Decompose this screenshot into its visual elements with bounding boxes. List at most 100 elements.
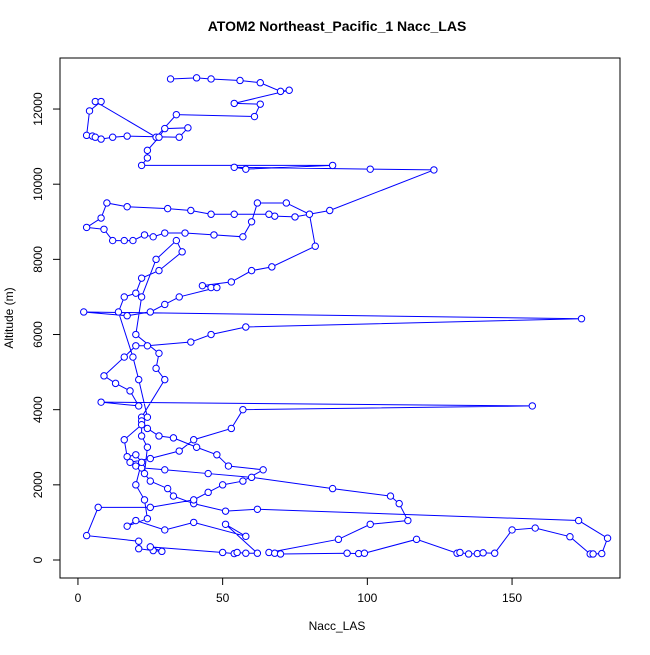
x-tick-label: 100: [357, 591, 377, 605]
data-point: [123, 522, 131, 530]
data-point: [137, 161, 146, 170]
data-point: [155, 266, 163, 275]
data-point: [135, 402, 143, 410]
data-point: [137, 274, 146, 282]
data-point: [239, 233, 247, 241]
data-point: [140, 469, 149, 478]
data-point: [149, 233, 157, 241]
data-point: [120, 353, 128, 361]
data-point: [233, 548, 241, 557]
data-point: [80, 308, 88, 316]
data-point: [82, 531, 91, 540]
data-point: [132, 481, 140, 489]
data-point: [366, 520, 374, 528]
data-point: [239, 405, 247, 414]
data-point: [268, 263, 276, 271]
data-point: [508, 526, 516, 534]
data-point: [242, 165, 250, 173]
data-point: [531, 524, 539, 532]
data-point: [111, 379, 120, 388]
data-point: [152, 255, 160, 264]
data-point: [163, 204, 172, 213]
data-point: [218, 548, 227, 557]
data-point: [123, 132, 131, 140]
data-point: [181, 229, 189, 237]
data-point: [184, 124, 192, 132]
data-point: [253, 505, 262, 513]
data-point: [100, 372, 108, 380]
data-point: [172, 110, 181, 119]
data-point: [213, 451, 221, 459]
data-point: [598, 549, 606, 558]
data-point: [247, 266, 256, 275]
data-point: [207, 210, 215, 218]
data-point: [161, 300, 169, 309]
data-point: [253, 549, 262, 557]
data-point: [204, 469, 212, 478]
data-point: [140, 231, 149, 239]
data-point: [140, 496, 149, 504]
data-point: [120, 236, 128, 245]
data-point: [190, 518, 198, 527]
data-point: [85, 107, 94, 115]
data-point: [256, 100, 264, 108]
data-point: [412, 535, 421, 544]
data-point: [190, 436, 198, 444]
data-point: [386, 492, 395, 500]
data-point: [152, 364, 160, 373]
y-tick-label: 6000: [31, 321, 45, 348]
data-point: [82, 223, 91, 232]
data-point: [146, 477, 154, 485]
data-point: [175, 133, 183, 141]
data-point: [132, 289, 140, 297]
data-point: [135, 375, 143, 384]
data-point: [129, 353, 137, 361]
data-point: [213, 283, 221, 292]
data-point: [126, 387, 134, 395]
data-point: [230, 99, 238, 108]
data-point: [198, 281, 207, 290]
data-point: [566, 532, 574, 541]
data-point: [146, 503, 154, 512]
data-point: [120, 436, 128, 444]
data-point: [123, 452, 131, 461]
data-point: [204, 488, 212, 497]
data-point: [155, 349, 163, 358]
data-point: [210, 231, 218, 239]
data-point: [143, 413, 152, 421]
data-point: [169, 492, 178, 500]
data-point: [404, 516, 412, 525]
data-point: [108, 236, 117, 245]
data-point: [187, 338, 195, 346]
data-point: [227, 278, 236, 286]
data-point: [464, 550, 473, 558]
y-axis-label: Altitude (m): [2, 287, 16, 348]
data-point: [126, 458, 134, 466]
data-point: [230, 210, 238, 218]
data-point: [97, 398, 105, 406]
data-point: [187, 206, 195, 215]
y-tick-label: 12000: [31, 92, 45, 126]
data-point: [247, 218, 256, 226]
data-point: [192, 74, 201, 82]
data-point: [161, 526, 169, 534]
data-point: [328, 161, 337, 170]
data-point: [143, 342, 152, 350]
data-point: [132, 342, 140, 350]
data-point: [577, 315, 586, 323]
data-point: [230, 163, 238, 171]
data-point: [207, 75, 215, 83]
y-tick-label: 4000: [31, 396, 45, 423]
data-point: [276, 550, 285, 558]
data-point: [218, 481, 227, 489]
data-point: [161, 466, 169, 474]
data-point: [146, 543, 154, 551]
data-point: [143, 514, 152, 523]
data-point: [311, 242, 319, 250]
data-point: [190, 496, 198, 504]
data-point: [146, 454, 154, 463]
data-point: [227, 424, 236, 433]
data-point: [97, 97, 105, 106]
data-point: [137, 293, 146, 301]
x-tick-label: 150: [502, 591, 522, 605]
